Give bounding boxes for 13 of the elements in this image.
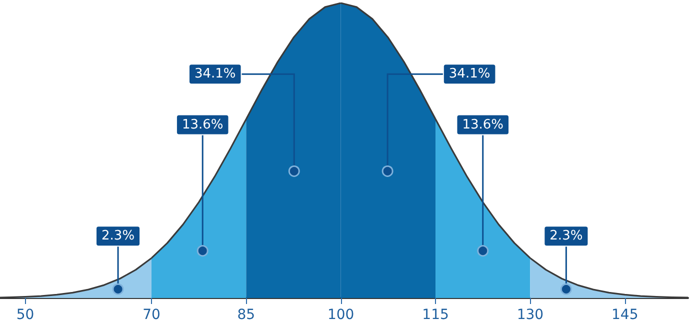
- x-tick-label: 85: [237, 307, 256, 323]
- annotation: 34.1%: [194, 66, 236, 82]
- x-tick-label: 115: [422, 307, 449, 323]
- annotation: 2.3%: [102, 228, 135, 244]
- annotation: 13.6%: [182, 117, 224, 132]
- annotation: 2.3%: [550, 228, 583, 244]
- annotation: 34.1%: [448, 66, 490, 82]
- x-tick-label: 100: [327, 307, 354, 323]
- x-tick-label: 145: [612, 307, 638, 323]
- x-tick-label: 70: [142, 307, 160, 323]
- annotation: 13.6%: [462, 117, 504, 132]
- x-tick-label: 130: [516, 307, 544, 323]
- x-tick-label: 50: [16, 307, 34, 323]
